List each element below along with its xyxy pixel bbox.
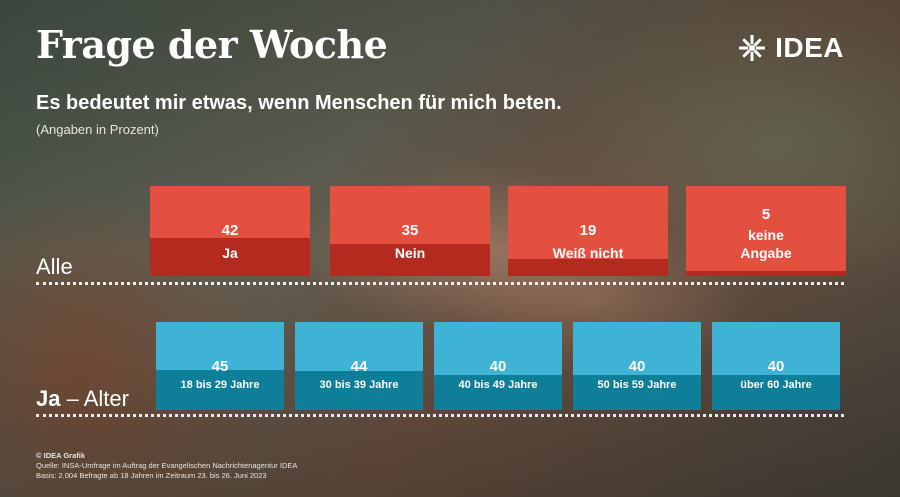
group-label-age: Ja – Alter [36,386,129,412]
bar-age-50-59: 40 50 bis 59 Jahre [573,322,701,410]
bar-value: 40 [489,358,507,375]
bar-value: 40 [628,358,646,375]
source-footer: © IDEA Grafik Quelle: INSA-Umfrage im Au… [36,451,297,481]
bar-label: Weiß nicht [552,245,624,261]
idea-logo-icon [739,35,766,61]
bar-label: 30 bis 39 Jahre [319,379,399,391]
bar-box [150,186,310,238]
question-text: Es bedeutet mir etwas, wenn Menschen für… [36,92,562,114]
bar-box [686,186,846,271]
bar-age-18-29: 45 18 bis 29 Jahre [156,322,284,410]
bar-label: 50 bis 59 Jahre [597,379,677,391]
bar-label: über 60 Jahre [740,379,812,391]
brand-logo: IDEA [737,32,844,64]
bar-box [712,322,840,375]
bar-fill [434,375,562,410]
group-label-all: Alle [36,254,73,279]
bar-fill [573,375,701,410]
bar-ja: 42 Ja [150,186,310,276]
bar-fill [156,370,284,410]
bar-weiss-nicht: 19 Weiß nicht [508,186,668,276]
unit-note: (Angaben in Prozent) [36,122,159,137]
bar-nein: 35 Nein [330,186,490,276]
bar-box [295,322,423,371]
bar-fill [508,259,668,276]
bar-label: Ja [222,245,238,261]
bar-value: 42 [221,222,239,239]
bar-box [573,322,701,375]
bar-age-40-49: 40 40 bis 49 Jahre [434,322,562,410]
bar-value: 44 [350,358,368,375]
divider-dotted [36,282,844,285]
bar-box [156,322,284,370]
bar-value: 5 [761,206,771,223]
bar-label: Nein [394,245,426,261]
group-label-rest: – Alter [60,386,129,411]
bar-fill [295,371,423,410]
bar-keine-angabe: 5 keine Angabe [686,186,846,276]
bar-fill [712,375,840,410]
bar-value: 45 [211,358,229,375]
bar-value: 40 [767,358,785,375]
bar-box [330,186,490,244]
bar-fill [330,244,490,276]
bar-age-60-plus: 40 über 60 Jahre [712,322,840,410]
logo-text: IDEA [775,32,844,63]
page-title: Frage der Woche [36,22,388,67]
bar-box [434,322,562,375]
bar-value: 35 [401,222,419,239]
bar-box [508,186,668,259]
divider-dotted [36,414,844,417]
basis-line: Basis: 2.004 Befragte ab 18 Jahren im Ze… [36,471,267,480]
bar-label: 40 bis 49 Jahre [458,379,538,391]
credit-line: © IDEA Grafik [36,451,86,460]
bar-label: keine Angabe [740,227,792,261]
bar-fill [686,271,846,276]
bar-label: 18 bis 29 Jahre [180,379,260,391]
source-line: Quelle: INSA-Umfrage im Auftrag der Evan… [36,461,298,470]
bar-fill [150,238,310,276]
bar-value: 19 [579,222,597,239]
group-label-bold: Ja [36,386,61,411]
bar-age-30-39: 44 30 bis 39 Jahre [295,322,423,410]
